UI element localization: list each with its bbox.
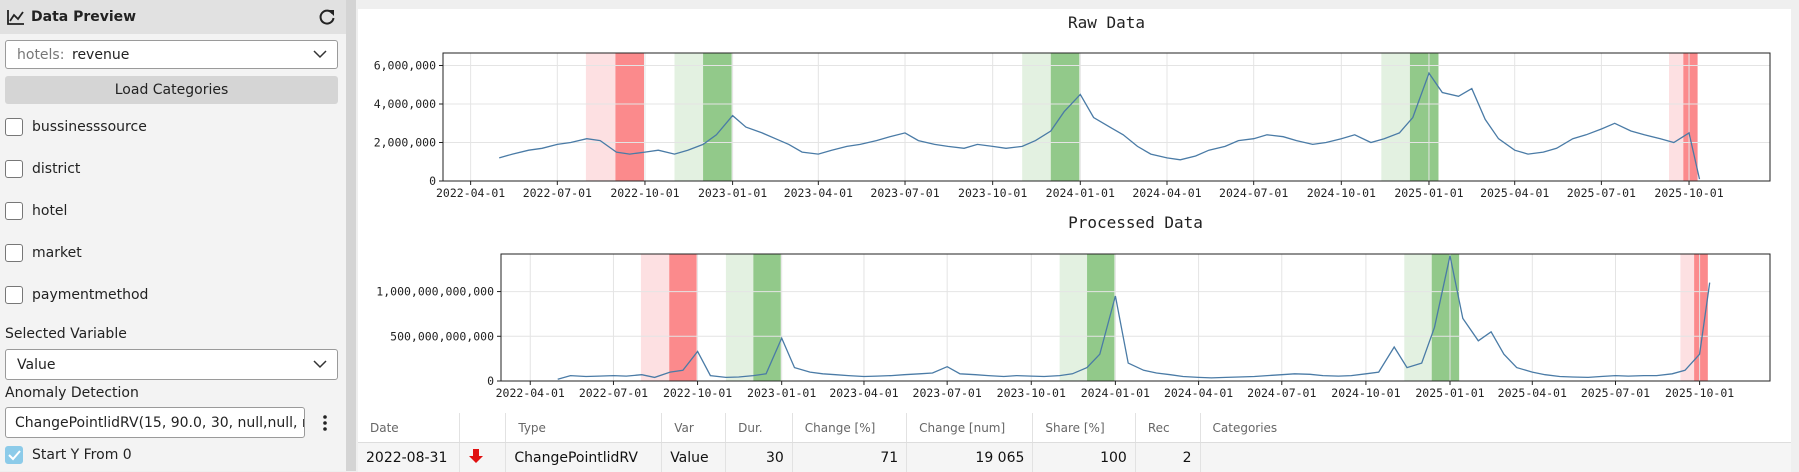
anomaly-region <box>674 53 703 181</box>
y-tick-label: 1,000,000,000,000 <box>376 285 494 299</box>
x-tick-label: 2025-01-01 <box>1415 386 1484 400</box>
x-tick-label: 2023-07-01 <box>870 186 939 200</box>
y-tick-label: 500,000,000,000 <box>390 329 494 343</box>
anomaly-region <box>1669 53 1683 181</box>
cell <box>1200 443 1791 472</box>
x-tick-label: 2024-10-01 <box>1307 186 1376 200</box>
anomaly-input[interactable]: ChangePointlidRV(15, 90.0, 30, null,null… <box>5 407 305 438</box>
x-tick-label: 2023-04-01 <box>829 386 898 400</box>
x-tick-label: 2022-10-01 <box>663 386 732 400</box>
x-tick-label: 2022-04-01 <box>496 386 565 400</box>
x-tick-label: 2025-01-01 <box>1394 186 1463 200</box>
x-tick-label: 2025-10-01 <box>1654 186 1723 200</box>
cell: 2 <box>1135 443 1200 472</box>
x-tick-label: 2022-07-01 <box>523 186 592 200</box>
y-tick-label: 4,000,000 <box>374 97 436 111</box>
x-tick-label: 2024-07-01 <box>1219 186 1288 200</box>
cell: 30 <box>726 443 793 472</box>
x-tick-label: 2023-01-01 <box>747 386 816 400</box>
anomaly-region <box>726 254 753 381</box>
x-tick-label: 2024-01-01 <box>1081 386 1150 400</box>
chart-title: Processed Data <box>1068 213 1203 232</box>
anomaly-region <box>1432 254 1459 381</box>
column-header[interactable]: Var <box>662 413 726 443</box>
column-header[interactable]: Type <box>506 413 662 443</box>
anomaly-region <box>641 254 669 381</box>
cell: 19 065 <box>907 443 1033 472</box>
y-tick-label: 0 <box>487 374 494 388</box>
x-tick-label: 2022-04-01 <box>436 186 505 200</box>
anomaly-region <box>1051 53 1080 181</box>
anomaly-region <box>1381 53 1410 181</box>
anomaly-table: Date Type Var Dur. Change [%] Change [nu… <box>358 413 1791 472</box>
anomaly-region <box>1022 53 1051 181</box>
column-header[interactable]: Date <box>358 413 459 443</box>
x-tick-label: 2024-10-01 <box>1331 386 1400 400</box>
y-tick-label: 6,000,000 <box>374 59 436 73</box>
x-tick-label: 2022-10-01 <box>610 186 679 200</box>
x-tick-label: 2023-01-01 <box>698 186 767 200</box>
x-tick-label: 2024-07-01 <box>1247 386 1316 400</box>
x-tick-label: 2023-07-01 <box>913 386 982 400</box>
cell: 100 <box>1033 443 1135 472</box>
anomaly-region <box>703 53 732 181</box>
cell: 2022-08-31 <box>358 443 459 472</box>
x-tick-label: 2025-04-01 <box>1480 186 1549 200</box>
menu-button[interactable] <box>318 414 332 432</box>
column-header[interactable]: Share [%] <box>1033 413 1135 443</box>
anomaly-region <box>753 254 780 381</box>
x-tick-label: 2025-07-01 <box>1581 386 1650 400</box>
x-tick-label: 2023-04-01 <box>784 186 853 200</box>
column-header[interactable]: Change [%] <box>792 413 906 443</box>
anomaly-region <box>586 53 616 181</box>
anomaly-region <box>669 254 696 381</box>
anomaly-method: ChangePointlidRV(15, 90.0, 30, null,null… <box>15 415 305 431</box>
x-tick-label: 2023-10-01 <box>997 386 1066 400</box>
x-tick-label: 2022-07-01 <box>579 386 648 400</box>
cell: 71 <box>792 443 906 472</box>
column-header[interactable]: Change [num] <box>907 413 1033 443</box>
column-header[interactable]: Rec <box>1135 413 1200 443</box>
check-mark <box>6 447 22 463</box>
anomaly-region <box>1694 254 1708 381</box>
y-tick-label: 0 <box>429 174 436 188</box>
anomaly-region <box>1087 254 1114 381</box>
column-header[interactable]: Categories <box>1200 413 1791 443</box>
x-tick-label: 2024-04-01 <box>1132 186 1201 200</box>
cell <box>459 443 506 472</box>
cell: Value <box>662 443 726 472</box>
charts: Raw Data 2022-04-01 2022-07-01 2022-10-01 20… <box>0 0 1799 400</box>
start-y-label: Start Y From 0 <box>32 447 132 463</box>
x-tick-label: 2025-04-01 <box>1498 386 1567 400</box>
cell: ChangePointlidRV <box>506 443 662 472</box>
table-row[interactable]: 2022-08-31 ChangePointlidRV Value 30 71 … <box>358 443 1791 472</box>
x-tick-label: 2025-07-01 <box>1567 186 1636 200</box>
anomaly-region <box>1060 254 1087 381</box>
column-header <box>459 413 506 443</box>
x-tick-label: 2024-04-01 <box>1164 386 1233 400</box>
x-tick-label: 2024-01-01 <box>1046 186 1115 200</box>
chart-title: Raw Data <box>1068 13 1145 32</box>
anomaly-region <box>615 53 644 181</box>
column-header[interactable]: Dur. <box>726 413 793 443</box>
anomaly-region <box>1410 53 1439 181</box>
x-tick-label: 2023-10-01 <box>958 186 1027 200</box>
anomaly-region <box>1404 254 1431 381</box>
y-tick-label: 2,000,000 <box>374 136 436 150</box>
x-tick-label: 2025-10-01 <box>1665 386 1734 400</box>
start-y-checkbox[interactable] <box>5 446 23 464</box>
down-arrow-icon <box>468 448 484 464</box>
